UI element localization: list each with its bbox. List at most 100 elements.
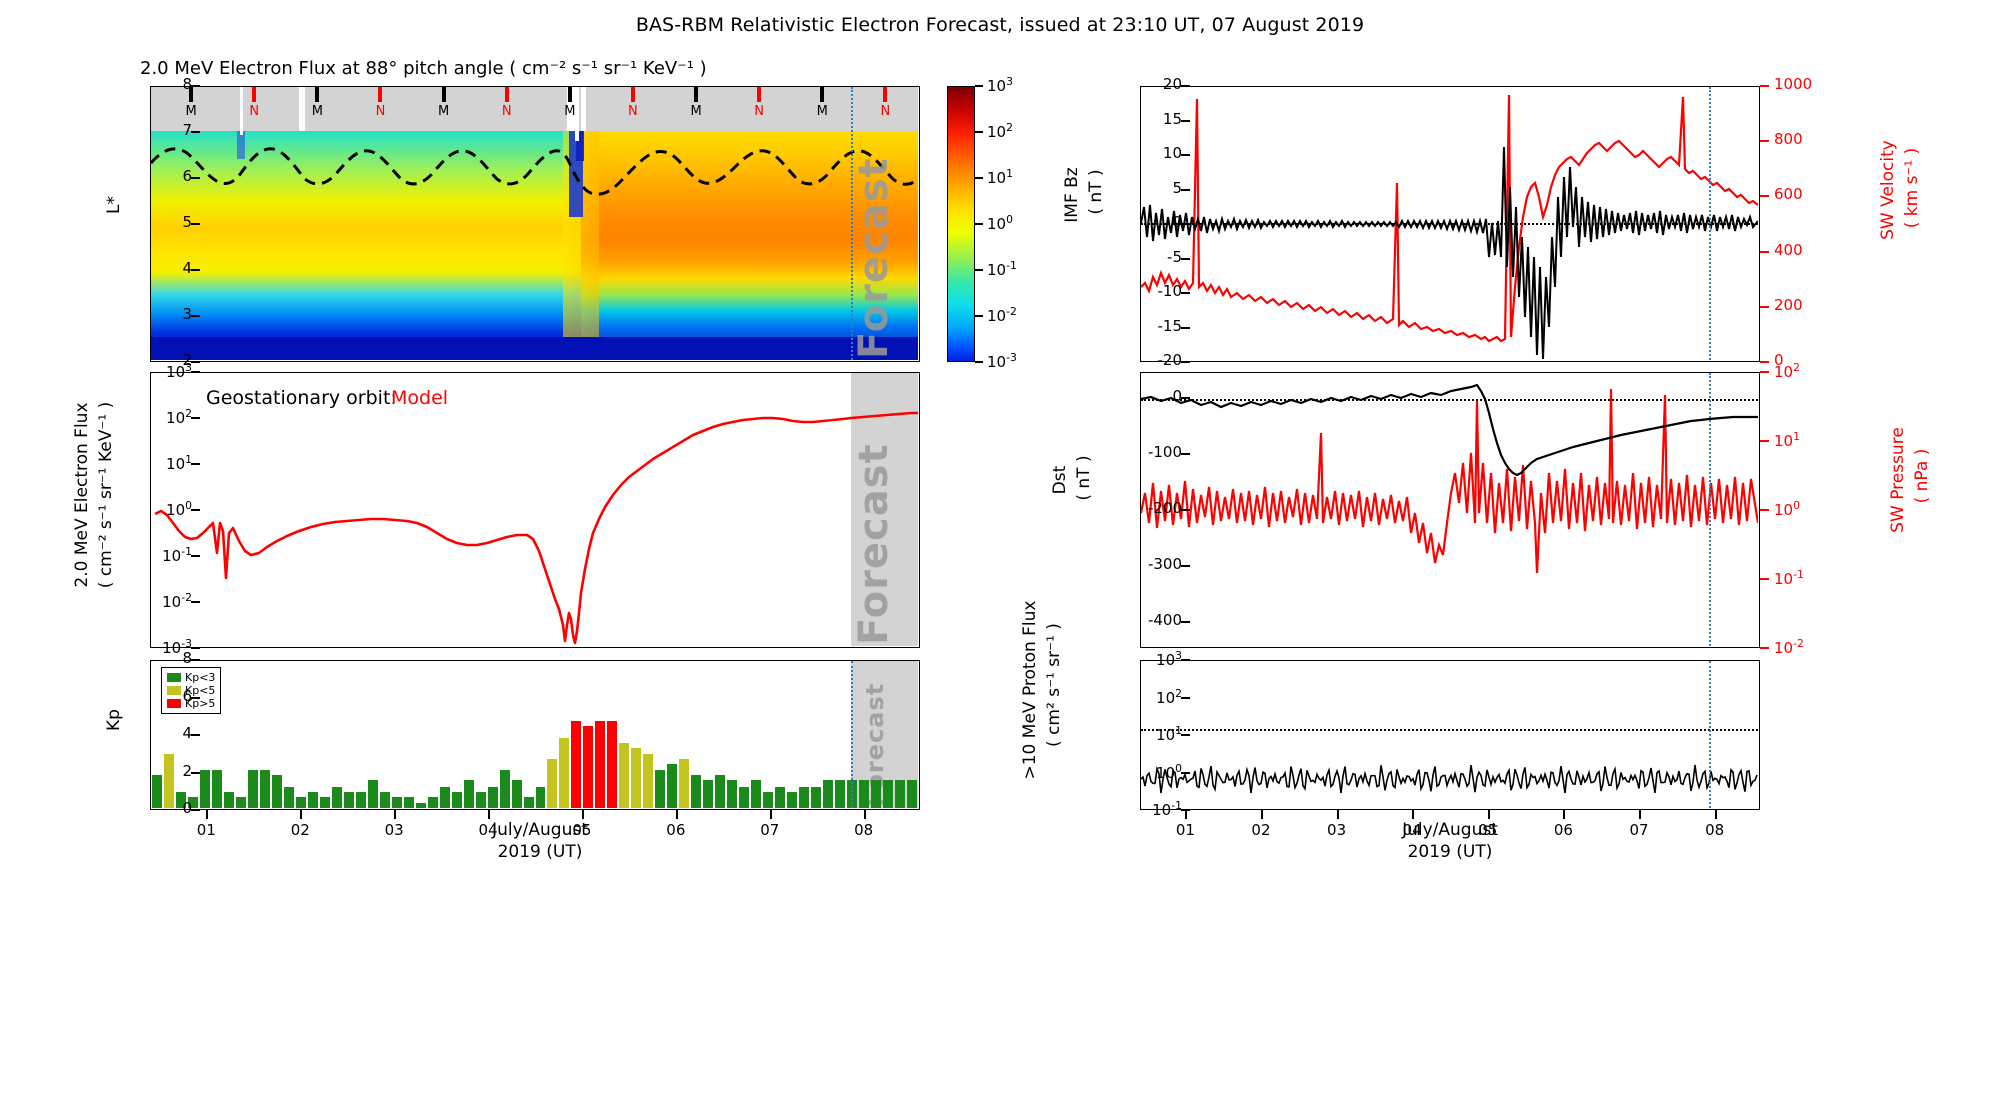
heatmap-ytick-mark [191, 315, 200, 317]
kp-bar [283, 786, 294, 808]
xtick-label: 04 [478, 821, 498, 839]
flux-ytick: 101 [166, 453, 192, 473]
kp-bar [775, 786, 786, 808]
xtick-mark [300, 810, 303, 819]
kp-bar [319, 796, 330, 808]
kp-bar [715, 775, 726, 808]
xtick-label: 06 [1553, 821, 1573, 839]
proton-ytick-mark [1181, 734, 1190, 736]
data-gap-marker [575, 87, 579, 141]
kp-bar [331, 786, 342, 808]
bz-ylabel-line1: IMF Bz [1062, 167, 1082, 223]
swv-ytick-mark [1760, 305, 1769, 308]
kp-bar [535, 786, 546, 808]
bz-ytick: 10 [1162, 144, 1182, 162]
data-gap-marker [240, 87, 243, 135]
swv-ytick-mark [1760, 140, 1769, 143]
heatmap-ytick: 4 [182, 259, 192, 277]
heatmap-ytick: 2 [182, 351, 192, 369]
kp-bar [427, 796, 438, 808]
bz-ytick-mark [1181, 154, 1190, 156]
xtick-mark [1260, 810, 1263, 819]
swv-ytick-mark [1760, 361, 1769, 363]
kp-bar [163, 754, 174, 808]
colorbar-tick-mark [975, 131, 983, 133]
colorbar-tick-label: 101 [987, 167, 1013, 187]
spacecraft-tick-mark [441, 87, 446, 102]
swv-ytick-mark [1760, 85, 1769, 87]
dst-ylabel-line1: Dst [1050, 465, 1070, 495]
xtick-label: 05 [572, 821, 592, 839]
kp-bar [259, 770, 270, 808]
kp-bar [547, 759, 558, 808]
heatmap-panel-title: 2.0 MeV Electron Flux at 88° pitch angle… [140, 58, 707, 79]
flux-ytick: 100 [166, 499, 192, 519]
swv-ytick: 200 [1774, 295, 1803, 314]
sw-pressure-trace [1141, 388, 1758, 574]
xtick-mark [488, 810, 491, 819]
flux-ylabel-line1: 2.0 MeV Electron Flux [72, 402, 92, 588]
dst-ylabel-line2: ( nT ) [1074, 455, 1094, 501]
kp-legend-swatch [167, 699, 181, 708]
kp-yaxis: 8 6 4 2 0 [110, 649, 200, 817]
flux-ytick-mark [191, 601, 200, 603]
kp-legend-label: Kp<5 [185, 684, 216, 697]
swp-ytick-mark [1760, 509, 1769, 511]
heatmap-ytick: 5 [182, 213, 192, 231]
colorbar-tick-mark [975, 85, 983, 87]
dst-ytick: 0 [1172, 387, 1182, 405]
swp-ylabel-line2: ( nPa ) [1912, 448, 1932, 504]
bz-ytick: 20 [1162, 75, 1182, 93]
dst-ytick: -400 [1147, 611, 1182, 629]
swp-ytick-mark [1760, 578, 1769, 580]
bz-ylabel-line2: ( nT ) [1086, 169, 1106, 215]
spacecraft-label: M [564, 104, 576, 119]
kp-bar [607, 721, 618, 808]
dst-trace [1141, 383, 1758, 477]
kp-bar [439, 786, 450, 808]
spacecraft-label: N [880, 104, 891, 119]
kp-legend-item: Kp<3 [167, 671, 215, 684]
swv-ytick-mark [1760, 195, 1769, 198]
swp-ytick: 102 [1774, 361, 1800, 381]
swp-ytick: 100 [1774, 499, 1800, 519]
spacecraft-label: N [249, 104, 260, 119]
swv-ytick: 0 [1774, 351, 1784, 369]
heatmap-panel: Forecast [150, 86, 920, 362]
xtick-label: 01 [1175, 821, 1195, 839]
forecast-divider-kp [851, 661, 853, 808]
heatmap-ylabel: L* [104, 196, 124, 214]
bz-ytick-mark [1181, 292, 1190, 294]
bz-ytick: -10 [1157, 282, 1183, 300]
kp-bar [247, 770, 258, 808]
proton-ytick: 102 [1156, 686, 1182, 707]
flux-ytick-mark [191, 463, 200, 465]
xtick-label: 07 [1629, 821, 1649, 839]
kp-bar [451, 791, 462, 808]
kp-legend: Kp<3 Kp<5 Kp>5 [161, 667, 222, 714]
flux-ytick: 102 [166, 407, 192, 427]
dst-panel [1140, 372, 1760, 648]
kp-bar [727, 780, 738, 808]
heatmap-ytick-mark [191, 361, 200, 363]
bz-ytick-mark [1181, 119, 1190, 122]
kp-bar [499, 770, 510, 808]
swv-ylabel-line2: ( km s⁻¹ ) [1902, 147, 1922, 229]
proton-flux-trace [1141, 764, 1758, 794]
kp-ytick: 0 [182, 799, 192, 817]
xtick-label: 03 [384, 821, 404, 839]
kp-ytick-mark [191, 659, 200, 661]
kp-ytick: 6 [182, 686, 192, 705]
heatmap-ytick-mark [191, 131, 200, 133]
colorbar-tick-label: 103 [987, 75, 1013, 95]
dst-yaxis: 0 -100 -200 -300 -400 [1100, 387, 1190, 629]
xtick-mark [1714, 810, 1717, 819]
heatmap-ytick-mark [191, 85, 200, 87]
spacecraft-tick-mark [315, 87, 320, 102]
kp-legend-swatch [167, 673, 181, 682]
kp-bar [799, 786, 810, 808]
heatmap-ytick: 8 [182, 75, 192, 93]
flux-ytick: 10-1 [162, 545, 192, 565]
xtick-label: 06 [666, 821, 686, 839]
